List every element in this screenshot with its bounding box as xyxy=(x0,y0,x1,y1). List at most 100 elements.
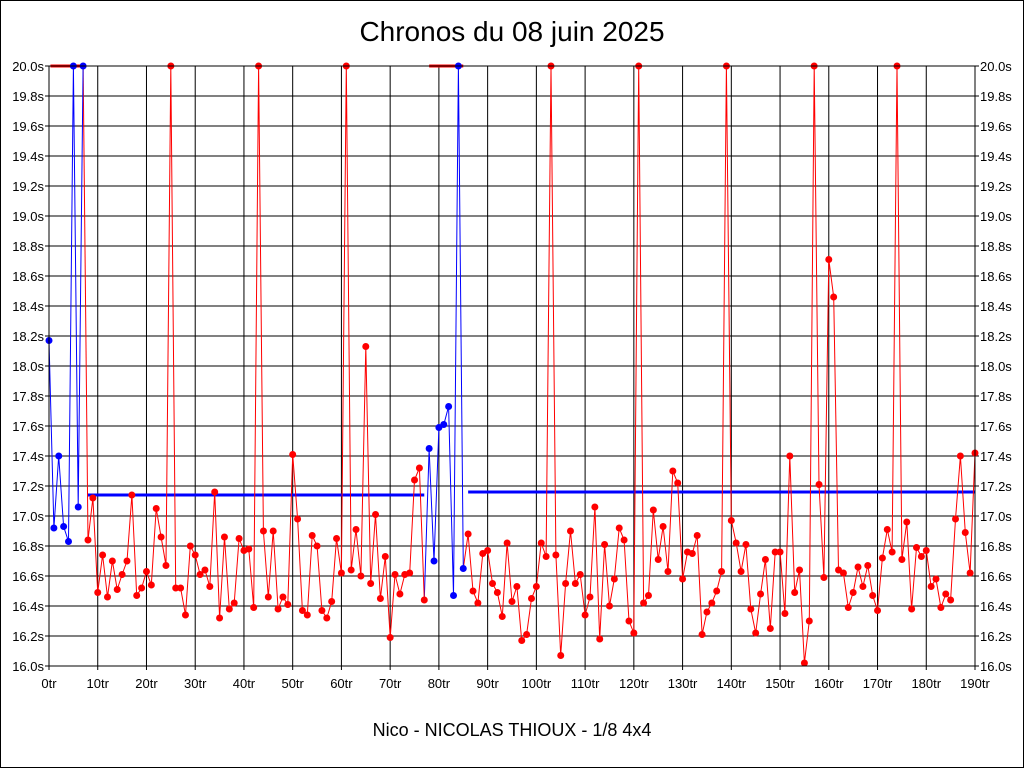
y-tick-label-right: 19.2s xyxy=(980,179,1012,194)
run2-red-point xyxy=(586,593,594,601)
run2-red-point xyxy=(659,523,667,530)
y-tick-label-right: 19.6s xyxy=(980,119,1012,134)
run2-red-point xyxy=(703,608,711,616)
y-tick-label-left: 17.6s xyxy=(12,419,44,434)
run1-red-point xyxy=(94,589,102,596)
run1-red-point xyxy=(211,488,219,496)
run1-red-point xyxy=(298,607,306,614)
x-tick-label: 10tr xyxy=(87,676,110,691)
y-tick-label-right: 16.2s xyxy=(980,629,1012,644)
y-tick-label-left: 20.0s xyxy=(12,59,44,74)
run1-red-point xyxy=(138,584,146,592)
run1-blue-line xyxy=(48,65,84,542)
run2-red-point xyxy=(484,547,492,554)
run2-red-point xyxy=(874,607,882,614)
run2-red-point xyxy=(766,625,774,632)
run2-red-point xyxy=(908,605,916,613)
run1-red-point xyxy=(381,553,389,560)
y-tick-label-left: 18.8s xyxy=(12,239,44,254)
run2-red-point xyxy=(630,629,638,637)
run2-red-point xyxy=(820,574,828,581)
run1-red-point xyxy=(108,557,116,565)
chart-subtitle: Nico - NICOLAS THIOUX - 1/8 4x4 xyxy=(372,720,652,740)
run1-red-point xyxy=(196,571,204,578)
run2-blue-point xyxy=(425,445,433,452)
run2-red-point xyxy=(903,518,911,526)
run1-red-point xyxy=(123,557,131,565)
y-tick-label-right: 17.2s xyxy=(980,479,1012,494)
run2-blue-line xyxy=(428,65,464,596)
run2-red-point xyxy=(776,548,784,556)
x-tick-label: 110tr xyxy=(571,676,600,691)
run2-red-point xyxy=(937,604,945,611)
y-tick-label-right: 20.0s xyxy=(980,59,1012,74)
run2-red-point xyxy=(713,587,721,595)
run2-red-point xyxy=(800,659,808,667)
run2-red-point xyxy=(737,568,745,575)
run2-red-point xyxy=(596,635,604,643)
run2-blue-point xyxy=(459,565,467,572)
run1-red-point xyxy=(411,476,419,484)
x-tick-label: 140tr xyxy=(716,676,746,691)
run2-red-point xyxy=(927,583,935,590)
run2-red-point xyxy=(576,571,584,578)
run2-red-point xyxy=(742,541,750,548)
run1-red-point xyxy=(225,605,233,613)
run2-red-point xyxy=(932,575,940,583)
y-tick-label-left: 17.0s xyxy=(12,509,44,524)
y-tick-label-right: 16.6s xyxy=(980,569,1012,584)
run1-red-point xyxy=(201,566,209,574)
run2-red-point xyxy=(640,599,648,607)
run2-red-point xyxy=(888,548,896,556)
y-tick-label-left: 17.4s xyxy=(12,449,44,464)
run1-red-point xyxy=(113,586,121,593)
run1-red-point xyxy=(220,533,228,541)
run1-red-point xyxy=(206,583,214,590)
y-tick-label-right: 17.0s xyxy=(980,509,1012,524)
y-tick-label-left: 17.8s xyxy=(12,389,44,404)
y-tick-label-left: 18.6s xyxy=(12,269,44,284)
chart-title: Chronos du 08 juin 2025 xyxy=(359,16,665,47)
run1-red-point xyxy=(308,532,316,539)
y-axis-right: 16.0s 16.2s 16.4s 16.6s 16.8s 17.0s 17.2s 17.4s… xyxy=(980,59,1012,674)
run2-red-point xyxy=(727,517,735,524)
run2-red-point xyxy=(952,515,960,523)
run1-red-point xyxy=(289,451,297,458)
y-tick-label-left: 19.6s xyxy=(12,119,44,134)
run1-blue-point xyxy=(74,503,82,511)
run1-blue-point xyxy=(55,452,63,460)
y-tick-label-left: 19.2s xyxy=(12,179,44,194)
run1-red-point xyxy=(264,593,272,601)
run2-red-point xyxy=(708,599,716,607)
run1-red-point xyxy=(245,545,253,553)
y-tick-label-left: 19.0s xyxy=(12,209,44,224)
grid xyxy=(45,65,979,670)
run1-red-point xyxy=(250,604,258,611)
run2-red-point xyxy=(917,553,925,560)
x-tick-label: 50tr xyxy=(281,676,304,691)
run2-red-point xyxy=(523,631,531,638)
run2-red-point xyxy=(469,587,477,595)
run2-red-point xyxy=(513,583,521,590)
run1-red-point xyxy=(337,569,345,577)
run2-red-point xyxy=(532,583,540,590)
run2-red-point xyxy=(542,553,550,560)
run2-red-point xyxy=(757,590,765,598)
run1-red-point xyxy=(103,593,111,601)
y-tick-label-right: 17.4s xyxy=(980,449,1012,464)
run1-red-point xyxy=(142,568,150,575)
x-tick-label: 170tr xyxy=(863,676,893,691)
run1-red-point xyxy=(99,551,107,559)
run1-red-point xyxy=(357,572,365,580)
run2-red-point xyxy=(898,556,906,563)
run2-red-point xyxy=(610,575,618,583)
y-tick-label-left: 16.2s xyxy=(12,629,44,644)
run2-blue-point xyxy=(430,557,438,565)
x-tick-label: 70tr xyxy=(379,676,402,691)
run2-red-point xyxy=(961,529,969,536)
x-tick-label: 100tr xyxy=(522,676,552,691)
x-tick-label: 190tr xyxy=(960,676,990,691)
run1-red-point xyxy=(186,542,194,550)
run2-red-point xyxy=(796,566,804,574)
